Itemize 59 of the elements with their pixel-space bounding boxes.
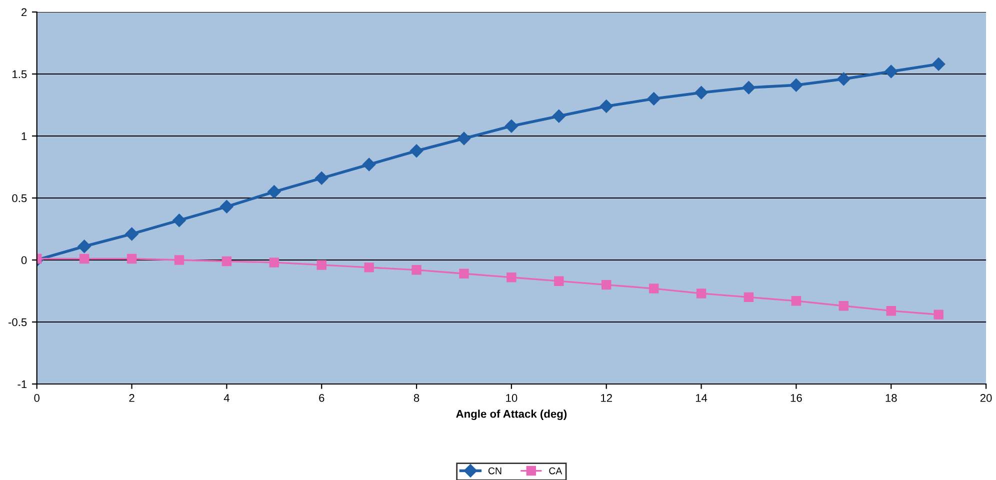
- point: [837, 72, 850, 86]
- point: [884, 64, 898, 78]
- point: [269, 258, 280, 268]
- x-tick-label: 6: [319, 394, 324, 402]
- x-tick-label: 8: [414, 394, 420, 402]
- legend-label: CA: [549, 467, 562, 474]
- x-tick-label: 14: [696, 394, 708, 402]
- x-tick-label: 10: [506, 394, 518, 402]
- point: [410, 144, 424, 158]
- point: [696, 288, 706, 298]
- point: [125, 227, 138, 241]
- x-tick-label: 16: [790, 394, 802, 402]
- point: [222, 256, 232, 266]
- point: [932, 57, 946, 71]
- x-tick-label: 0: [34, 394, 40, 402]
- point: [268, 185, 281, 198]
- point: [506, 272, 516, 282]
- point: [648, 284, 659, 294]
- point: [174, 255, 184, 265]
- point: [220, 200, 234, 214]
- y-tick-label: 0: [21, 256, 27, 264]
- point: [315, 172, 328, 185]
- point: [126, 254, 137, 264]
- point: [744, 292, 754, 302]
- point: [412, 265, 422, 275]
- y-tick-label: 0.5: [12, 194, 27, 202]
- y-tick-label: -1: [18, 380, 27, 388]
- x-axis-title: Angle of Attack (deg): [456, 410, 567, 420]
- point: [790, 78, 803, 92]
- point: [504, 119, 518, 133]
- x-tick-label: 2: [129, 394, 134, 402]
- y-tick-label: 1.5: [12, 70, 27, 78]
- point: [647, 92, 660, 106]
- x-tick-label: 18: [886, 394, 897, 402]
- point: [172, 214, 186, 227]
- point: [694, 86, 708, 100]
- point: [554, 276, 564, 286]
- point: [78, 240, 91, 253]
- point: [791, 296, 802, 306]
- point: [457, 132, 471, 146]
- point: [364, 262, 374, 272]
- point: [886, 306, 896, 316]
- point: [79, 254, 90, 264]
- y-tick-label: 2: [22, 8, 27, 16]
- point: [362, 158, 376, 172]
- y-tick-label: -0.5: [8, 318, 27, 326]
- x-tick-label: 20: [980, 394, 992, 402]
- point: [742, 81, 756, 94]
- point: [600, 100, 613, 113]
- x-tick-label: 12: [601, 394, 612, 402]
- point: [316, 260, 326, 270]
- point: [602, 280, 612, 290]
- point: [934, 310, 944, 320]
- legend-label: CN: [488, 467, 502, 474]
- y-tick-label: 1: [22, 132, 27, 140]
- point: [838, 301, 849, 311]
- x-tick-label: 4: [224, 394, 230, 402]
- point: [459, 268, 469, 278]
- point: [552, 110, 566, 123]
